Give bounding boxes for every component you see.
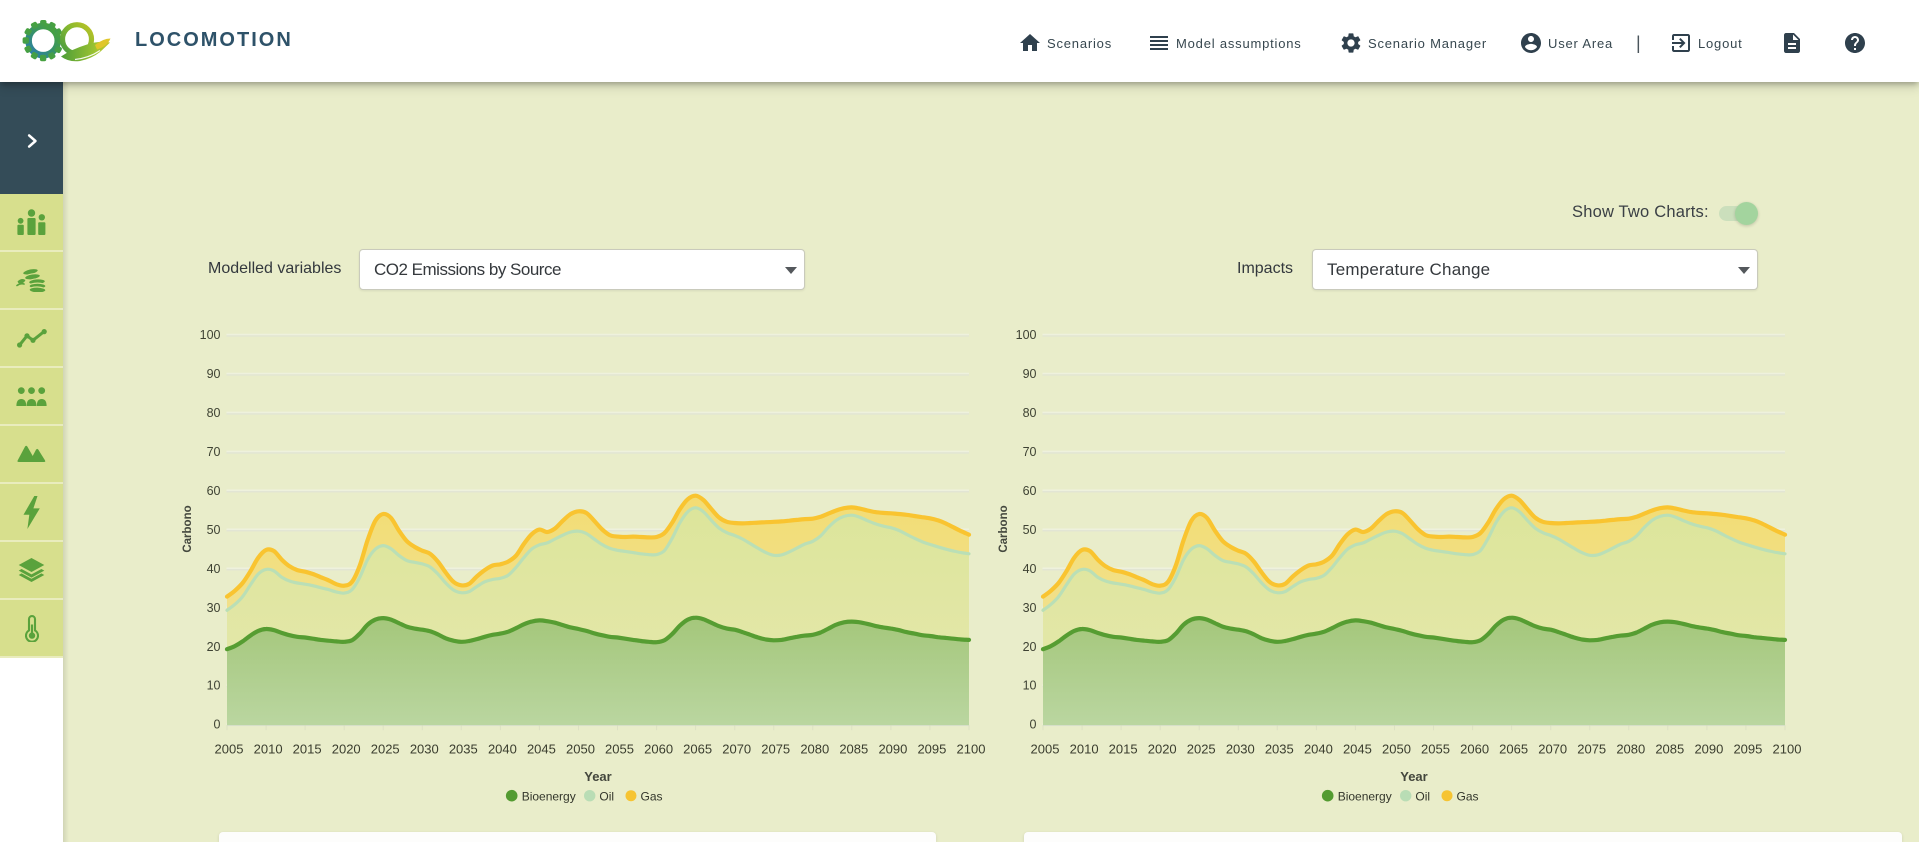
- svg-text:Year: Year: [584, 769, 611, 784]
- svg-text:2065: 2065: [683, 742, 712, 757]
- svg-text:30: 30: [207, 601, 221, 615]
- svg-text:60: 60: [1023, 484, 1037, 498]
- svg-text:90: 90: [1023, 367, 1037, 381]
- svg-text:2055: 2055: [1421, 742, 1450, 757]
- svg-text:2025: 2025: [1187, 742, 1216, 757]
- svg-text:Year: Year: [1400, 769, 1427, 784]
- svg-text:2070: 2070: [1538, 742, 1567, 757]
- svg-text:Gas: Gas: [641, 789, 663, 803]
- svg-text:2100: 2100: [957, 742, 986, 757]
- svg-text:70: 70: [1023, 445, 1037, 459]
- svg-text:2075: 2075: [1577, 742, 1606, 757]
- svg-text:0: 0: [214, 718, 221, 732]
- svg-text:Bioenergy: Bioenergy: [1338, 789, 1392, 803]
- svg-text:0: 0: [1030, 718, 1037, 732]
- svg-text:2100: 2100: [1773, 742, 1802, 757]
- svg-text:Carbono: Carbono: [998, 505, 1010, 552]
- svg-text:40: 40: [207, 562, 221, 576]
- svg-text:20: 20: [1023, 640, 1037, 654]
- svg-text:2045: 2045: [527, 742, 556, 757]
- svg-text:2090: 2090: [1694, 742, 1723, 757]
- svg-text:2015: 2015: [1109, 742, 1138, 757]
- svg-text:2035: 2035: [449, 742, 478, 757]
- svg-text:2010: 2010: [254, 742, 283, 757]
- svg-text:2005: 2005: [215, 742, 244, 757]
- svg-text:2095: 2095: [917, 742, 946, 757]
- svg-text:50: 50: [207, 523, 221, 537]
- svg-text:70: 70: [207, 445, 221, 459]
- svg-text:80: 80: [207, 406, 221, 420]
- svg-text:30: 30: [1023, 601, 1037, 615]
- svg-text:2040: 2040: [1304, 742, 1333, 757]
- svg-text:2035: 2035: [1265, 742, 1294, 757]
- svg-text:2055: 2055: [605, 742, 634, 757]
- svg-text:2045: 2045: [1343, 742, 1372, 757]
- svg-text:2020: 2020: [332, 742, 361, 757]
- svg-text:100: 100: [200, 328, 221, 342]
- svg-text:100: 100: [1016, 328, 1037, 342]
- svg-text:2095: 2095: [1733, 742, 1762, 757]
- svg-text:2015: 2015: [293, 742, 322, 757]
- svg-text:2025: 2025: [371, 742, 400, 757]
- svg-text:Oil: Oil: [599, 789, 614, 803]
- svg-text:Gas: Gas: [1457, 789, 1479, 803]
- svg-text:50: 50: [1023, 523, 1037, 537]
- svg-text:2085: 2085: [1655, 742, 1684, 757]
- svg-text:10: 10: [207, 679, 221, 693]
- svg-text:2060: 2060: [1460, 742, 1489, 757]
- svg-text:2065: 2065: [1499, 742, 1528, 757]
- svg-text:20: 20: [207, 640, 221, 654]
- svg-text:Bioenergy: Bioenergy: [522, 789, 576, 803]
- svg-text:Carbono: Carbono: [182, 505, 194, 552]
- svg-text:2030: 2030: [1226, 742, 1255, 757]
- svg-text:2080: 2080: [800, 742, 829, 757]
- svg-text:40: 40: [1023, 562, 1037, 576]
- svg-text:2005: 2005: [1031, 742, 1060, 757]
- svg-text:2040: 2040: [488, 742, 517, 757]
- svg-text:2090: 2090: [878, 742, 907, 757]
- svg-text:2050: 2050: [1382, 742, 1411, 757]
- svg-text:2070: 2070: [722, 742, 751, 757]
- svg-text:90: 90: [207, 367, 221, 381]
- svg-text:80: 80: [1023, 406, 1037, 420]
- svg-text:2080: 2080: [1616, 742, 1645, 757]
- svg-text:2030: 2030: [410, 742, 439, 757]
- svg-text:60: 60: [207, 484, 221, 498]
- svg-text:2075: 2075: [761, 742, 790, 757]
- svg-text:2085: 2085: [839, 742, 868, 757]
- svg-text:Oil: Oil: [1415, 789, 1430, 803]
- svg-text:10: 10: [1023, 679, 1037, 693]
- svg-text:2020: 2020: [1148, 742, 1177, 757]
- svg-text:2050: 2050: [566, 742, 595, 757]
- svg-text:2060: 2060: [644, 742, 673, 757]
- svg-text:2010: 2010: [1070, 742, 1099, 757]
